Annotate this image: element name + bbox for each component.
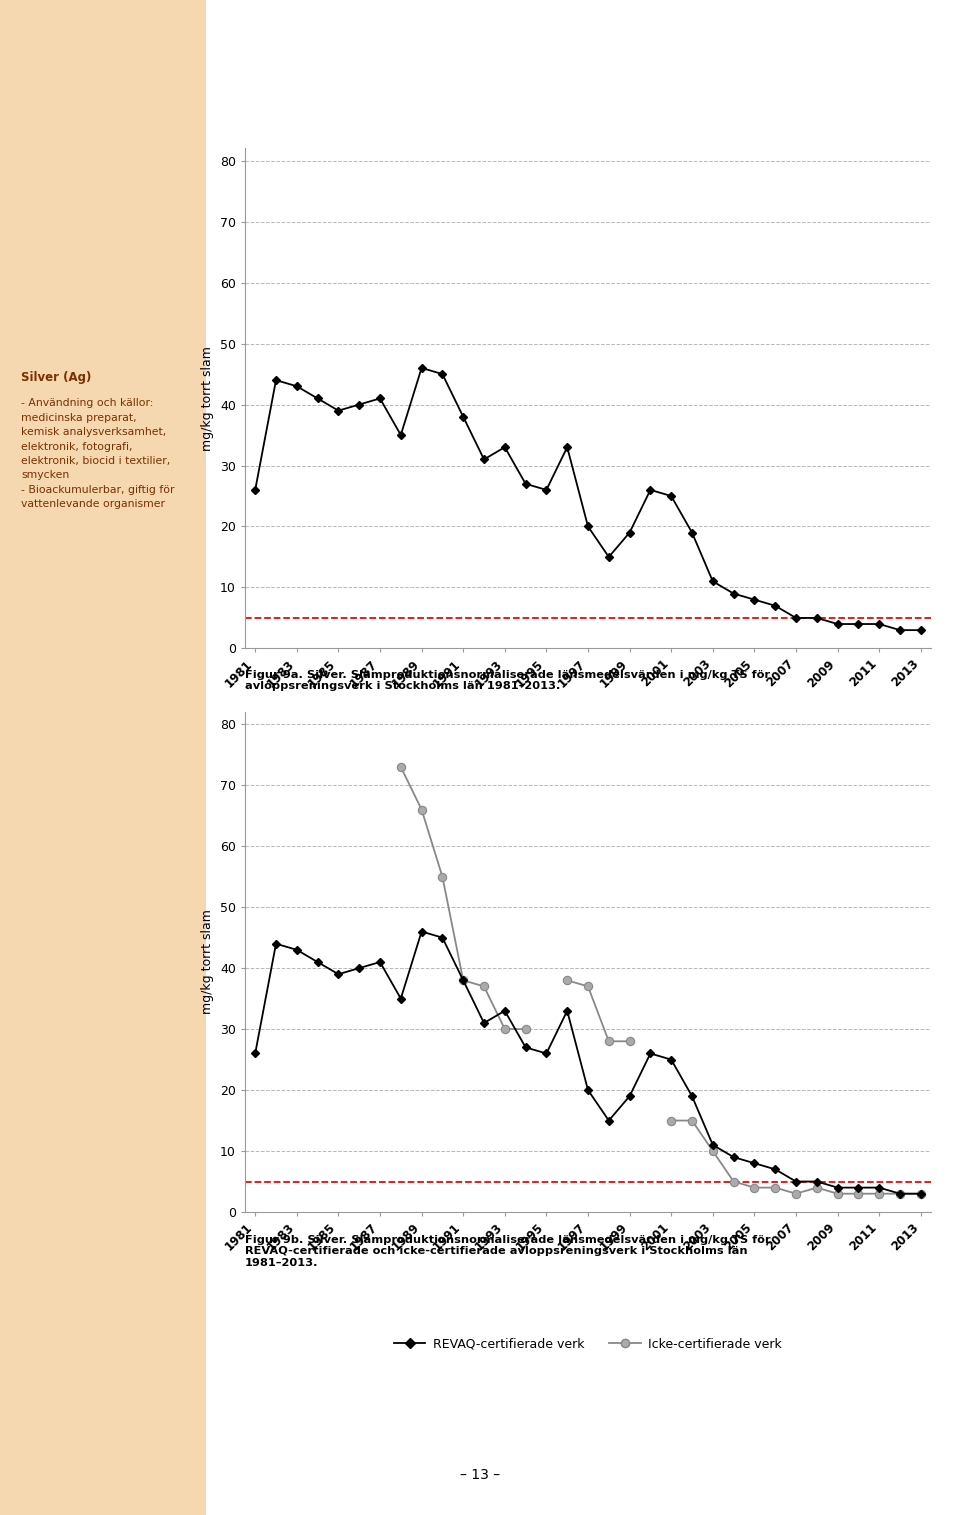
Text: Figur 9a. Silver. Slamproduktionsnormaliserade länsmedelsvärden i mg/kg TS för
a: Figur 9a. Silver. Slamproduktionsnormali… (245, 670, 770, 691)
Legend: REVAQ-certifierade verk, Icke-certifierade verk: REVAQ-certifierade verk, Icke-certifiera… (389, 1333, 787, 1356)
Text: Figur 9b. Silver. Slamproduktionsnormaliserade länsmedelsvärden i mg/kg TS för
R: Figur 9b. Silver. Slamproduktionsnormali… (245, 1235, 771, 1268)
Text: - Användning och källor:
medicinska preparat,
kemisk analysverksamhet,
elektroni: - Användning och källor: medicinska prep… (21, 398, 175, 509)
Text: Silver (Ag): Silver (Ag) (21, 371, 91, 385)
Y-axis label: mg/kg torrt slam: mg/kg torrt slam (202, 909, 214, 1015)
Y-axis label: mg/kg torrt slam: mg/kg torrt slam (202, 345, 214, 451)
Text: – 13 –: – 13 – (460, 1468, 500, 1482)
